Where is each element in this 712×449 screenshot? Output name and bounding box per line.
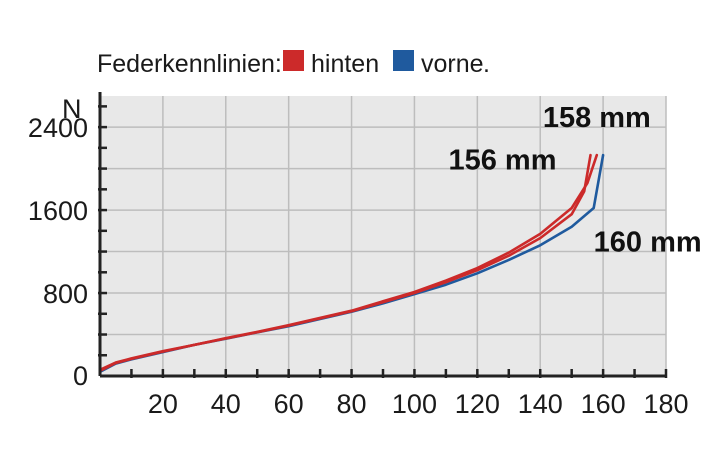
x-tick-label-160: 160: [581, 389, 626, 419]
legend-title: Federkennlinien:: [97, 50, 282, 78]
legend-label-hinten: hinten: [311, 50, 379, 78]
plot-area: [100, 96, 666, 376]
tick-labels: 20 40 60 80 100 120 140 160 180 0 800 1600 2400: [28, 113, 689, 419]
legend-label-vorne: vorne: [421, 50, 484, 78]
x-tick-label-80: 80: [337, 389, 367, 419]
y-tick-label-0: 0: [73, 361, 88, 391]
grid-lines: [100, 96, 667, 376]
annotation-156-mm: 156 mm: [448, 145, 556, 177]
x-tick-label-60: 60: [274, 389, 304, 419]
legend-swatch-vorne: [393, 50, 414, 71]
x-tick-label-140: 140: [518, 389, 563, 419]
annotation-158-mm: 158 mm: [543, 102, 651, 134]
x-tick-label-20: 20: [148, 389, 178, 419]
annotation-160-mm: 160 mm: [594, 227, 702, 259]
legend: Federkennlinien: hinten vorne .: [97, 50, 490, 78]
legend-suffix: .: [483, 50, 490, 78]
x-tick-label-100: 100: [392, 389, 437, 419]
x-tick-label-40: 40: [211, 389, 241, 419]
x-tick-label-120: 120: [455, 389, 500, 419]
axes: [98, 92, 668, 378]
annotations: 158 mm 156 mm 160 mm: [448, 102, 701, 258]
y-tick-label-800: 800: [43, 279, 88, 309]
y-tick-label-1600: 1600: [28, 196, 88, 226]
x-tick-label-180: 180: [643, 389, 688, 419]
legend-swatch-hinten: [283, 50, 304, 71]
y-axis-label: N: [62, 94, 82, 124]
series-layer: [98, 153, 605, 374]
series-line-hinten-2: [98, 153, 592, 373]
y-tick-label-2400: 2400: [28, 113, 88, 143]
